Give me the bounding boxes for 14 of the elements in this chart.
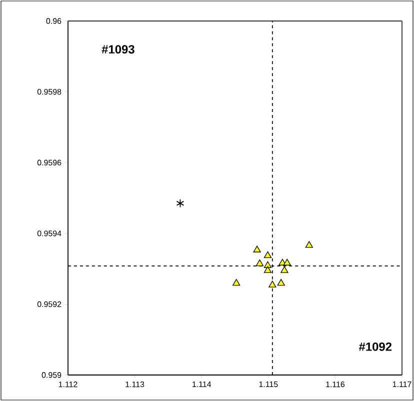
point (176, 198, 184, 208)
point (264, 261, 272, 268)
annotation: #1092 (358, 342, 392, 351)
annotation: #1093 (102, 45, 134, 54)
point (283, 258, 291, 266)
point (268, 280, 276, 288)
point (253, 246, 261, 252)
point (264, 251, 272, 258)
point (232, 278, 240, 286)
point (264, 266, 272, 273)
point (280, 266, 288, 273)
point (256, 260, 264, 266)
point (277, 278, 285, 286)
point (305, 241, 313, 248)
